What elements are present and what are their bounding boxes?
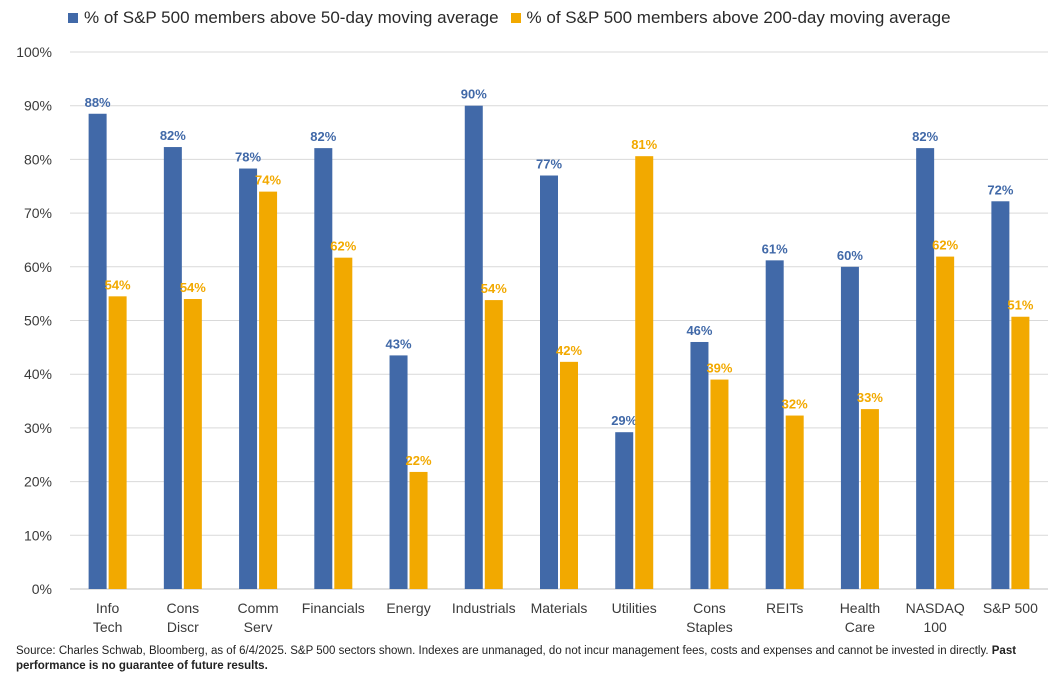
data-label-50-day: 82% (912, 129, 938, 144)
data-label-200-day: 22% (406, 453, 432, 468)
x-tick-label: Industrials (452, 600, 516, 616)
y-tick-label: 90% (24, 98, 52, 114)
bar-200-day (484, 300, 503, 589)
data-label-50-day: 82% (310, 129, 336, 144)
y-tick-label: 50% (24, 313, 52, 329)
x-tick-label: S&P 500 (983, 600, 1038, 616)
data-label-200-day: 62% (932, 238, 958, 253)
legend-swatch-50-day (68, 13, 78, 23)
legend-item-200-day: % of S&P 500 members above 200-day movin… (510, 8, 951, 28)
x-tick-label: Comm (237, 600, 278, 616)
y-tick-label: 10% (24, 527, 52, 543)
data-label-200-day: 81% (631, 137, 657, 152)
data-label-50-day: 77% (536, 157, 562, 172)
data-label-200-day: 39% (706, 361, 732, 376)
bar-200-day (259, 191, 278, 589)
x-tick-label: Health (840, 600, 880, 616)
data-label-200-day: 33% (857, 390, 883, 405)
legend-label-200-day: % of S&P 500 members above 200-day movin… (526, 8, 951, 27)
chart-legend: % of S&P 500 members above 50-day moving… (68, 8, 963, 28)
x-tick-label: Cons (167, 600, 200, 616)
x-tick-label: Staples (686, 619, 733, 635)
y-tick-label: 20% (24, 474, 52, 490)
legend-swatch-200-day (510, 13, 521, 23)
data-label-200-day: 51% (1007, 298, 1033, 313)
disclaimer-text: Past performance is no guarantee of futu… (16, 645, 1017, 672)
y-tick-label: 70% (24, 205, 52, 221)
x-tick-label: Care (845, 619, 876, 635)
x-tick-label: Financials (302, 600, 365, 616)
bar-200-day (560, 361, 578, 589)
data-label-200-day: 32% (782, 397, 808, 412)
legend-item-50-day: % of S&P 500 members above 50-day moving… (68, 8, 499, 28)
data-label-50-day: 46% (686, 323, 712, 338)
bar-200-day (860, 409, 879, 589)
source-text: Source: Charles Schwab, Bloomberg, as of… (16, 645, 992, 657)
data-label-50-day: 90% (461, 87, 487, 102)
x-tick-label: NASDAQ (906, 600, 965, 616)
bar-50-day (765, 260, 784, 589)
y-tick-label: 80% (24, 151, 52, 167)
source-note: Source: Charles Schwab, Bloomberg, as of… (16, 644, 1051, 674)
x-tick-label: Utilities (612, 600, 657, 616)
bar-200-day (183, 299, 202, 589)
data-label-50-day: 43% (386, 336, 412, 351)
bar-50-day (314, 148, 333, 590)
x-tick-label: Energy (386, 600, 430, 616)
x-tick-label: Tech (93, 619, 123, 635)
x-tick-label: Serv (244, 619, 273, 635)
data-label-200-day: 54% (481, 281, 507, 296)
y-tick-label: 30% (24, 420, 52, 436)
bar-50-day (389, 355, 408, 589)
x-tick-label: Discr (167, 619, 199, 635)
bar-chart: 0% 10% 20% 30% 40% 50% 60% 70% 80% 90% 100% 88% 54% I… (16, 44, 1048, 635)
bar-200-day (785, 415, 804, 589)
y-tick-label: 0% (32, 581, 52, 597)
data-label-200-day: 54% (105, 277, 131, 292)
bar-200-day (1011, 316, 1030, 589)
bar-50-day (916, 148, 935, 590)
bar-50-day (840, 266, 859, 589)
bar-50-day (540, 175, 558, 589)
data-label-50-day: 88% (85, 95, 111, 110)
y-tick-label: 40% (24, 366, 52, 382)
data-label-50-day: 78% (235, 150, 261, 165)
data-label-200-day: 74% (255, 173, 281, 188)
bar-50-day (991, 201, 1010, 589)
x-tick-label: Info (96, 600, 120, 616)
bar-50-day (464, 105, 483, 589)
y-tick-label: 100% (16, 44, 52, 60)
bar-50-day (615, 432, 634, 589)
data-label-200-day: 42% (556, 343, 582, 358)
bar-200-day (936, 256, 955, 589)
bar-200-day (409, 471, 428, 589)
data-label-200-day: 62% (330, 239, 356, 254)
bar-200-day (108, 296, 127, 589)
bar-50-day (239, 168, 258, 590)
legend-label-50-day: % of S&P 500 members above 50-day moving… (84, 8, 499, 27)
bar-200-day (334, 257, 353, 589)
y-tick-label: 60% (24, 259, 52, 275)
data-label-50-day: 61% (762, 241, 788, 256)
bar-50-day (88, 113, 107, 589)
bar-50-day (163, 147, 182, 589)
x-tick-label: REITs (766, 600, 803, 616)
bar-50-day (690, 341, 709, 589)
bar-200-day (635, 156, 654, 590)
bar-200-day (710, 379, 729, 589)
data-label-50-day: 82% (160, 128, 186, 143)
data-label-200-day: 54% (180, 280, 206, 295)
data-label-50-day: 29% (611, 413, 637, 428)
data-label-50-day: 72% (987, 182, 1013, 197)
x-tick-label: Cons (693, 600, 726, 616)
data-label-50-day: 60% (837, 248, 863, 263)
x-tick-label: Materials (531, 600, 588, 616)
x-tick-label: 100 (923, 619, 947, 635)
